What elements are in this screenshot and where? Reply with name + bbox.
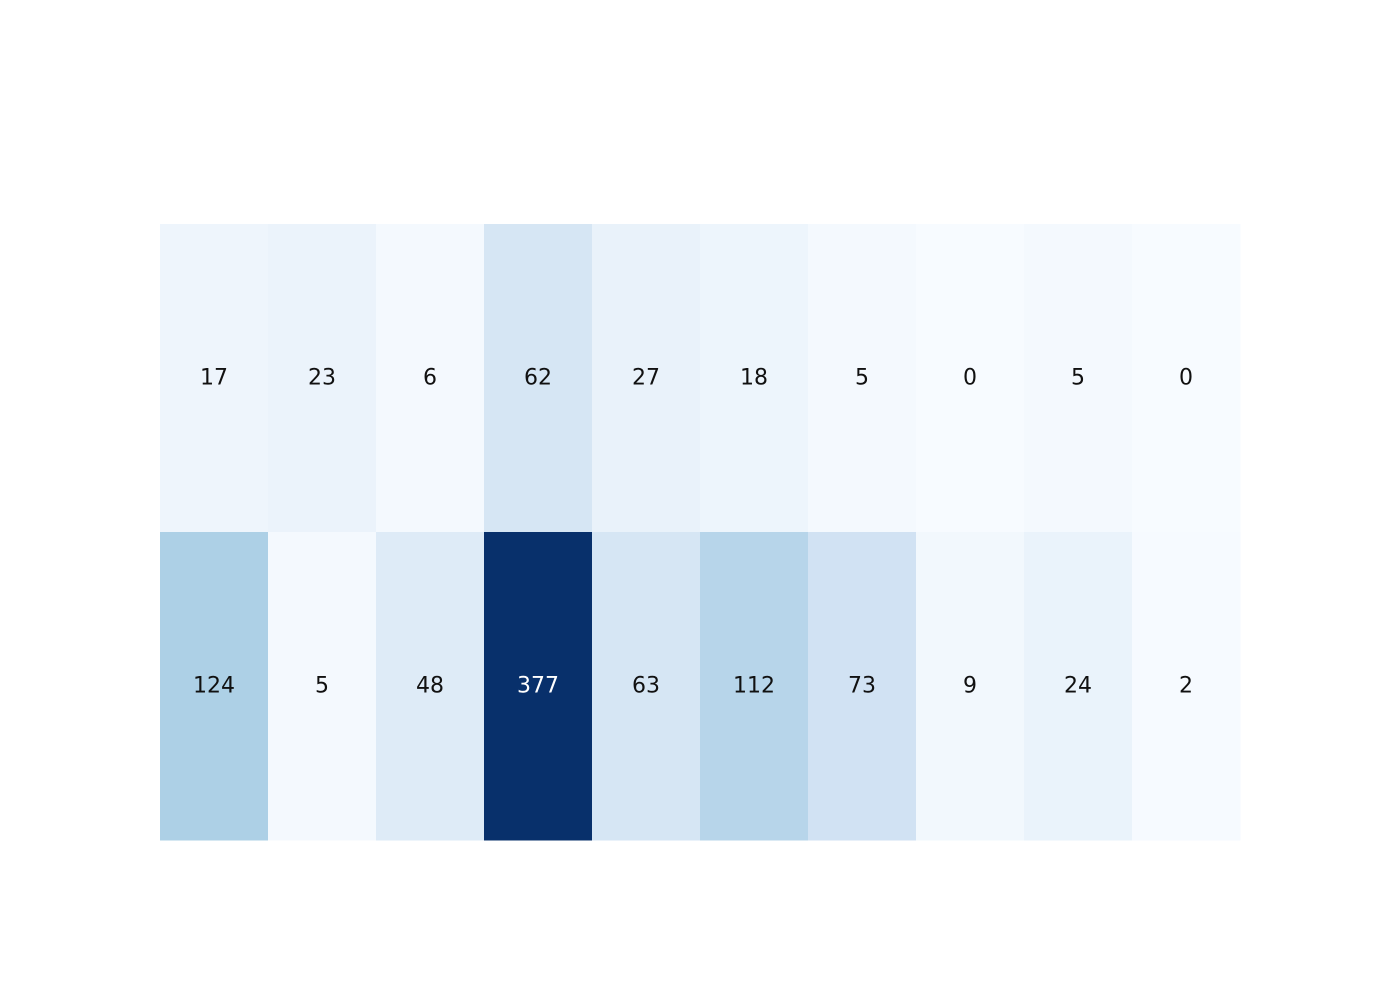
heatmap-cell-label-r0-c0: 17 (200, 366, 228, 391)
heatmap-cell-r1-c3 (484, 532, 593, 841)
heatmap-cell-label-r0-c8: 5 (1071, 366, 1085, 391)
heatmap-cell-r1-c7 (916, 532, 1025, 841)
heatmap-cell-r0-c3 (484, 224, 593, 533)
heatmap-cell-label-r0-c3: 62 (524, 366, 552, 391)
heatmap-cell-r1-c9 (1132, 532, 1241, 841)
heatmap-cell-label-r1-c1: 5 (315, 674, 329, 699)
heatmap-cell-label-r1-c7: 9 (963, 674, 977, 699)
heatmap-cell-r1-c2 (376, 532, 485, 841)
heatmap-cell-label-r1-c8: 24 (1064, 674, 1092, 699)
heatmap-cell-r1-c6 (808, 532, 917, 841)
heatmap-cell-label-r0-c9: 0 (1179, 366, 1193, 391)
heatmap-cell-r0-c8 (1024, 224, 1133, 533)
heatmap-cell-r0-c1 (268, 224, 377, 533)
heatmap-cell-label-r0-c2: 6 (423, 366, 437, 391)
heatmap-cell-r0-c2 (376, 224, 485, 533)
heatmap-cell-label-r1-c6: 73 (848, 674, 876, 699)
heatmap-cell-label-r1-c0: 124 (193, 674, 235, 699)
heatmap-cell-r1-c0 (160, 532, 269, 841)
heatmap-cell-r0-c5 (700, 224, 809, 533)
heatmap-cell-r0-c0 (160, 224, 269, 533)
heatmap-cell-label-r1-c3: 377 (517, 674, 559, 699)
heatmap-cell-r0-c4 (592, 224, 701, 533)
heatmap-cell-label-r0-c7: 0 (963, 366, 977, 391)
heatmap-cell-r0-c7 (916, 224, 1025, 533)
heatmap-cell-r1-c1 (268, 532, 377, 841)
heatmap-cells (160, 224, 1241, 841)
heatmap-cell-labels: 17 23 6 62 27 18 5 0 5 0 124 5 48 377 63 112 73 9 24 2 (193, 366, 1193, 699)
heatmap-cell-label-r0-c6: 5 (855, 366, 869, 391)
heatmap-cell-label-r0-c4: 27 (632, 366, 660, 391)
heatmap-cell-label-r1-c4: 63 (632, 674, 660, 699)
heatmap-cell-label-r1-c2: 48 (416, 674, 444, 699)
heatmap-cell-label-r0-c1: 23 (308, 366, 336, 391)
heatmap-cell-label-r0-c5: 18 (740, 366, 768, 391)
heatmap-cell-label-r1-c9: 2 (1179, 674, 1193, 699)
heatmap-cell-r1-c4 (592, 532, 701, 841)
heatmap-cell-r1-c8 (1024, 532, 1133, 841)
heatmap-cell-label-r1-c5: 112 (733, 674, 775, 699)
heatmap-cell-r0-c6 (808, 224, 917, 533)
heatmap-cell-r1-c5 (700, 532, 809, 841)
heatmap-cell-r0-c9 (1132, 224, 1241, 533)
